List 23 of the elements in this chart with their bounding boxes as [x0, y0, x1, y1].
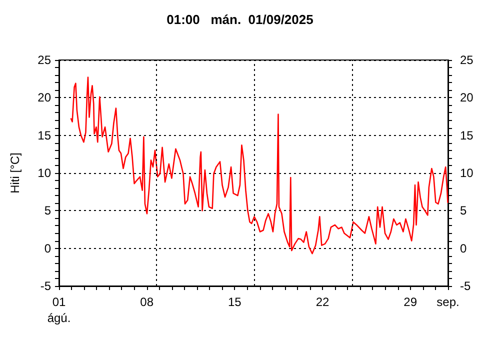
y2-tick-label: 25 — [460, 53, 474, 67]
y-axis-title: Hiti [°C] — [8, 152, 22, 194]
x-tick-label: 15 — [228, 295, 242, 309]
y-tick-label: 5 — [44, 204, 52, 218]
x-tick-label: 08 — [140, 295, 154, 309]
y-tick-label: 20 — [38, 90, 52, 105]
line-series — [70, 76, 448, 254]
x-tick-label: sep. — [436, 295, 460, 309]
x-tick-label: 22 — [316, 295, 330, 309]
y-tick-label: 10 — [38, 166, 52, 180]
x-tick-label: 29 — [404, 295, 418, 309]
y2-tick-label: 5 — [460, 204, 467, 218]
y2-tick-label: 0 — [460, 241, 467, 256]
y2-tick-label: 10 — [460, 166, 474, 180]
y-tick-label: 15 — [38, 128, 52, 142]
y2-tick-label: -5 — [460, 279, 471, 293]
y-tick-label: 0 — [44, 241, 52, 256]
chart-title: 01:00 mán. 01/09/2025 — [166, 12, 314, 27]
y2-tick-label: 20 — [460, 90, 474, 105]
y-tick-label: -5 — [40, 279, 52, 293]
y-tick-label: 25 — [38, 53, 52, 67]
x-tick-label: 01 ágú. — [47, 295, 71, 325]
y2-tick-label: 15 — [460, 128, 474, 142]
